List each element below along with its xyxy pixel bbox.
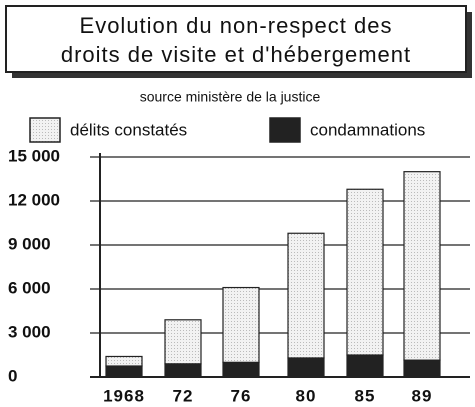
bar-segment xyxy=(346,188,384,356)
legend-label: délits constatés xyxy=(70,120,187,139)
bar-segment xyxy=(105,355,143,367)
bar-segment xyxy=(164,363,202,378)
x-tick-label: 89 xyxy=(412,386,433,405)
chart-title: droits de visite et d'hébergement xyxy=(61,42,411,67)
x-tick-label: 85 xyxy=(355,386,376,405)
y-tick-label: 15 000 xyxy=(8,146,60,165)
y-tick-label: 12 000 xyxy=(8,190,60,209)
bar-segment xyxy=(403,171,441,361)
bar-segment xyxy=(403,359,441,378)
bar-segment xyxy=(287,232,325,359)
title-box xyxy=(5,5,467,73)
bar-segment xyxy=(222,361,260,378)
y-tick-label: 9 000 xyxy=(8,234,51,253)
x-tick-label: 1968 xyxy=(103,386,145,405)
x-tick-label: 72 xyxy=(173,386,194,405)
chart-subtitle: source ministère de la justice xyxy=(140,89,321,105)
bar-segment xyxy=(346,354,384,378)
bar-segment xyxy=(222,286,260,363)
x-tick-label: 80 xyxy=(296,386,317,405)
bar-segment xyxy=(164,319,202,365)
bar-segment xyxy=(287,357,325,378)
chart-title: Evolution du non-respect des xyxy=(80,13,393,38)
bar-segment xyxy=(105,365,143,378)
legend-label: condamnations xyxy=(310,120,425,139)
x-tick-label: 76 xyxy=(231,386,252,405)
y-tick-label: 6 000 xyxy=(8,278,51,297)
legend-swatch xyxy=(29,117,61,143)
legend-swatch xyxy=(269,117,301,143)
y-tick-label: 3 000 xyxy=(8,322,51,341)
y-tick-label: 0 xyxy=(8,366,17,385)
